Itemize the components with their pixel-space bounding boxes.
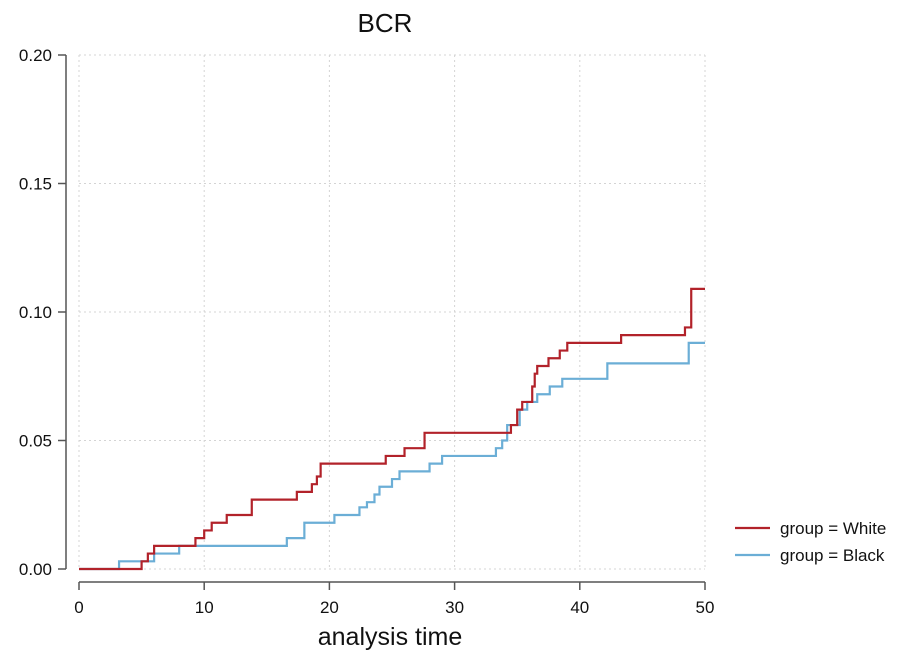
series-group xyxy=(79,287,705,571)
x-axis-label: analysis time xyxy=(318,623,463,651)
series-line-black xyxy=(79,341,705,571)
x-tick-label: 10 xyxy=(195,598,214,617)
series-line-white xyxy=(79,287,705,571)
y-tick-label: 0.10 xyxy=(19,303,52,322)
x-ticks: 0 10 20 30 40 50 xyxy=(74,582,714,617)
y-tick-label: 0.05 xyxy=(19,432,52,451)
chart-title: BCR xyxy=(358,8,413,38)
grid xyxy=(78,54,706,570)
legend-label: group = White xyxy=(780,519,886,538)
x-tick-label: 50 xyxy=(696,598,715,617)
x-tick-label: 20 xyxy=(320,598,339,617)
y-tick-label: 0.20 xyxy=(19,46,52,65)
legend: group = White group = Black xyxy=(735,519,886,565)
x-tick-label: 30 xyxy=(445,598,464,617)
x-tick-label: 40 xyxy=(570,598,589,617)
y-tick-label: 0.15 xyxy=(19,175,52,194)
y-tick-label: 0.00 xyxy=(19,560,52,579)
legend-label: group = Black xyxy=(780,546,885,565)
y-ticks: 0.00 0.05 0.10 0.15 0.20 xyxy=(19,46,66,579)
x-tick-label: 0 xyxy=(74,598,83,617)
axes xyxy=(65,55,705,583)
